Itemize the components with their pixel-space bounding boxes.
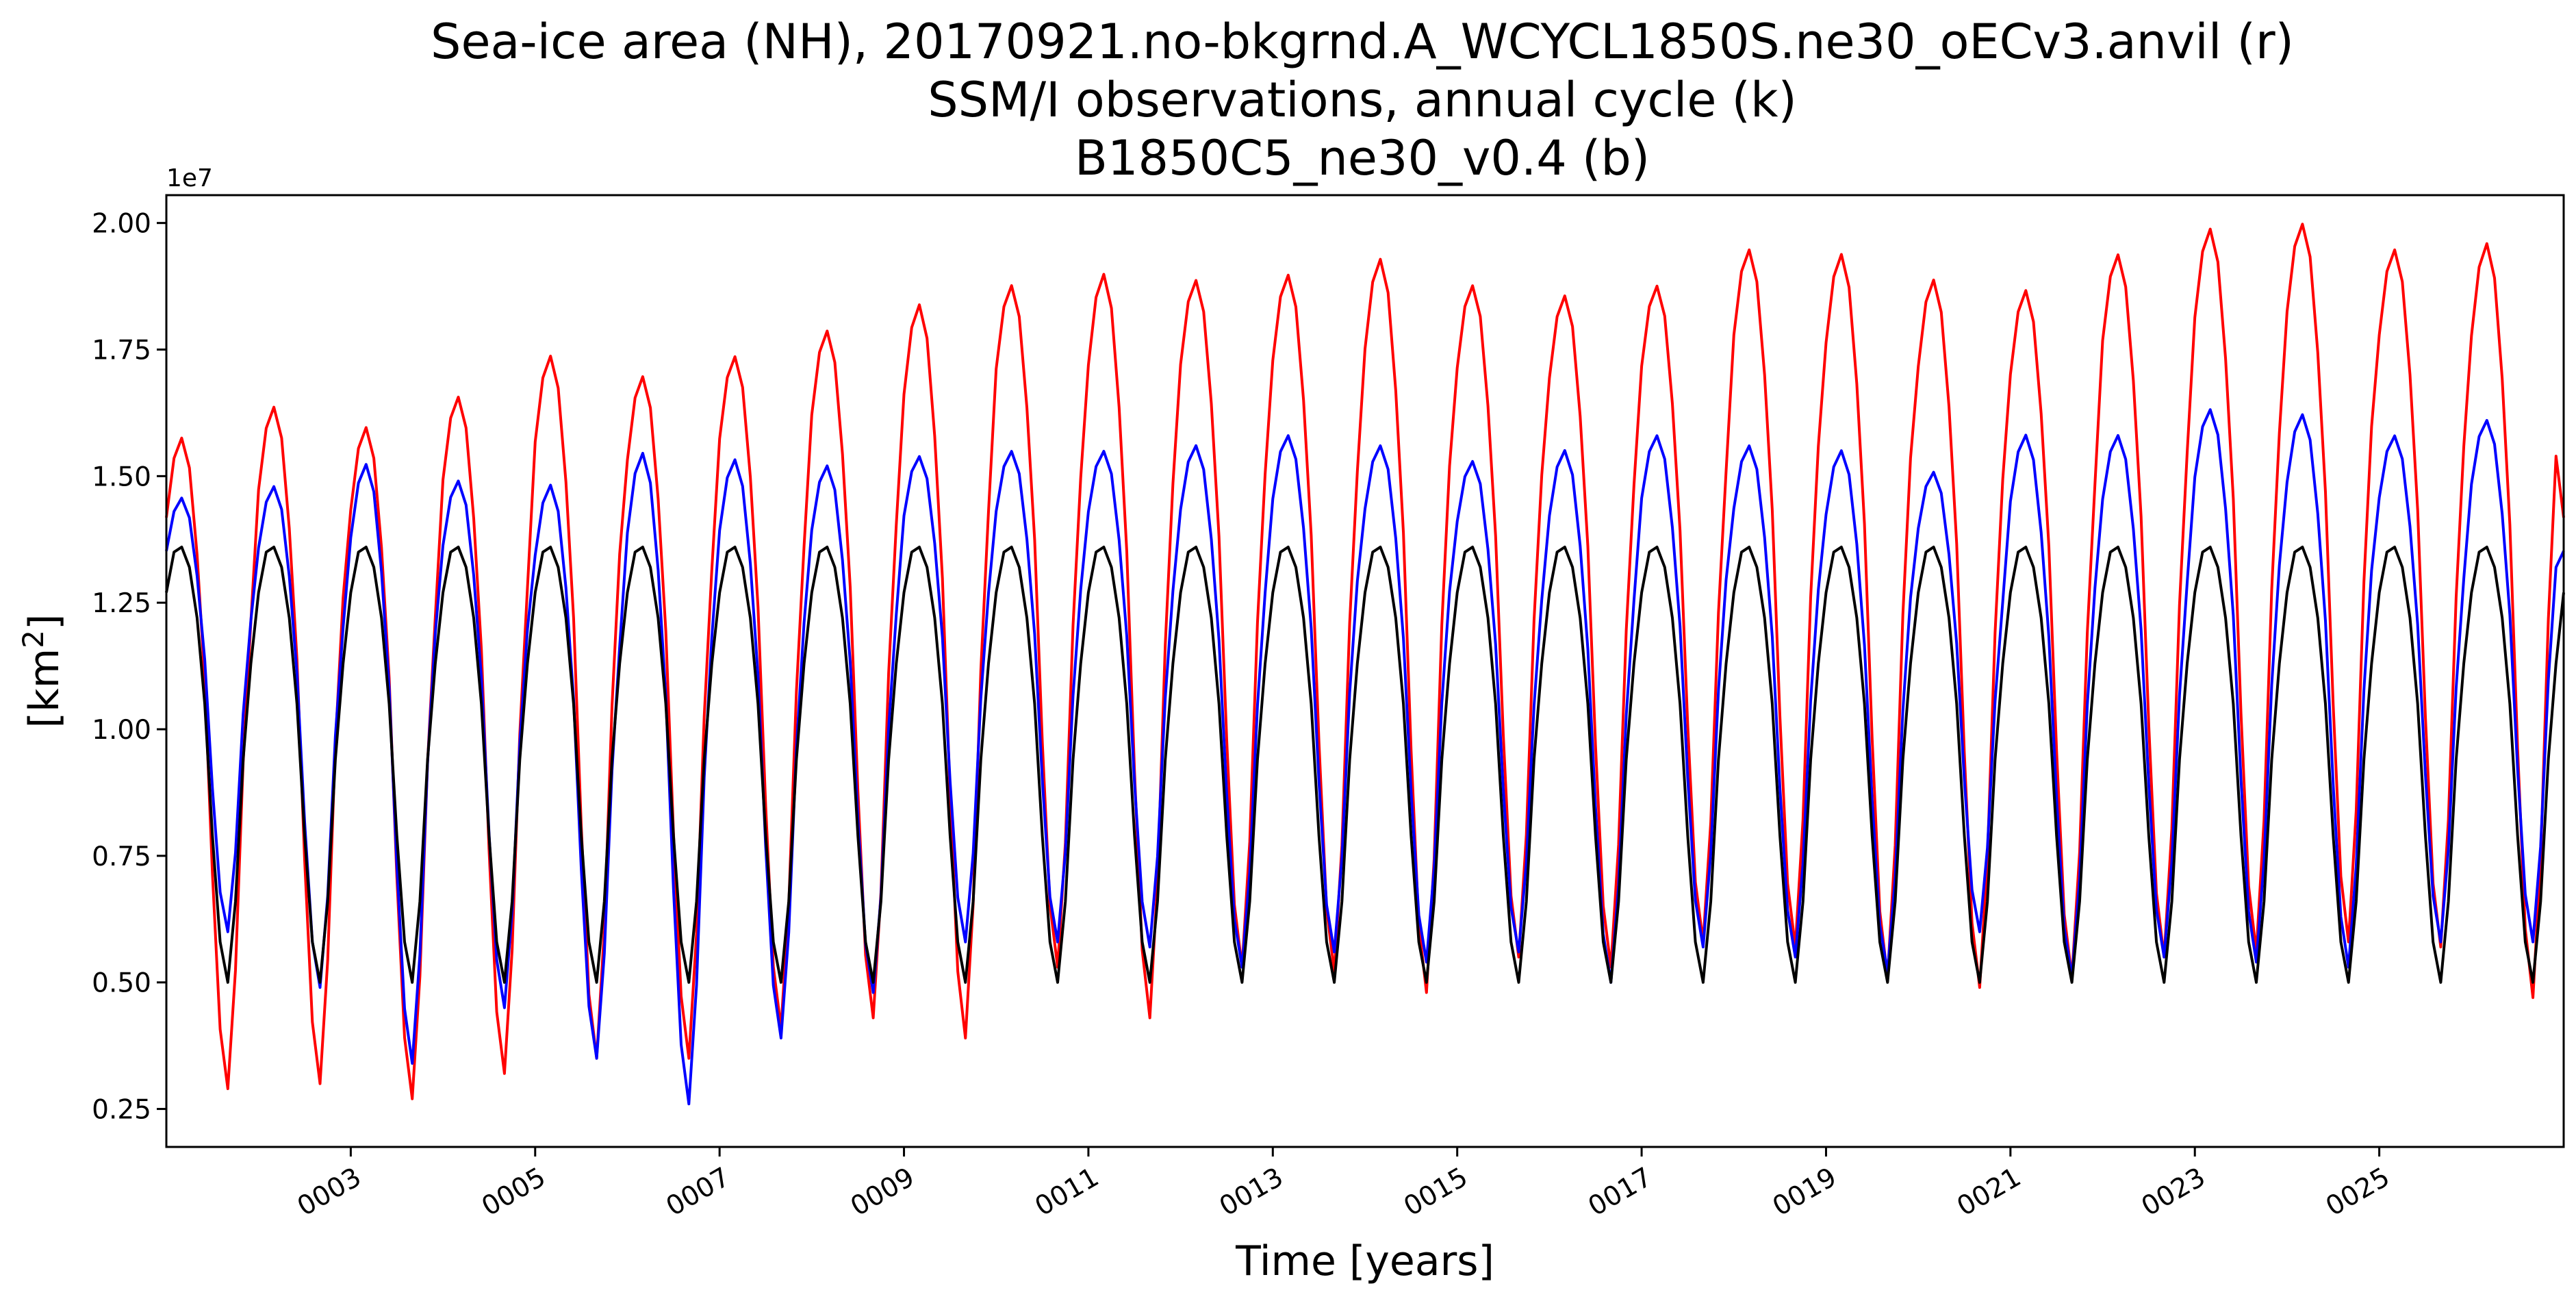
- chart-title-line-2: SSM/I observations, annual cycle (k): [928, 72, 1797, 128]
- y-tick-label: 0.25: [92, 1095, 151, 1126]
- y-axis-label-end: ]: [21, 614, 68, 630]
- y-axis-label: [km2]: [16, 614, 68, 729]
- plot-lines: [165, 223, 2565, 1106]
- chart-title-line-1: Sea-ice area (NH), 20170921.no-bkgrnd.A_…: [431, 14, 2294, 70]
- y-tick-label: 1.75: [92, 336, 151, 366]
- y-axis-label-superscript: 2: [16, 630, 50, 648]
- y-tick-label: 1.25: [92, 588, 151, 619]
- y-tick-label: 1.00: [92, 715, 151, 746]
- y-tick-label: 1.50: [92, 462, 151, 492]
- series-line-model-b: [165, 408, 2565, 1106]
- plot-frame: [165, 194, 2565, 1148]
- x-axis-label: Time [years]: [1235, 1237, 1494, 1285]
- y-axis-label-base: [km: [21, 648, 68, 729]
- y-axis-offset-label: 1e7: [166, 164, 213, 192]
- series-line-obs-k: [165, 545, 2565, 984]
- y-axis-ticks: 0.25 0.50 0.75 1.00 1.25 1.50 1.75 2.00: [92, 209, 166, 1126]
- chart-title-line-3: B1850C5_ne30_v0.4 (b): [1075, 130, 1650, 186]
- y-tick-label: 0.75: [92, 842, 151, 872]
- y-tick-label: 2.00: [92, 209, 151, 240]
- y-tick-label: 0.50: [92, 968, 151, 999]
